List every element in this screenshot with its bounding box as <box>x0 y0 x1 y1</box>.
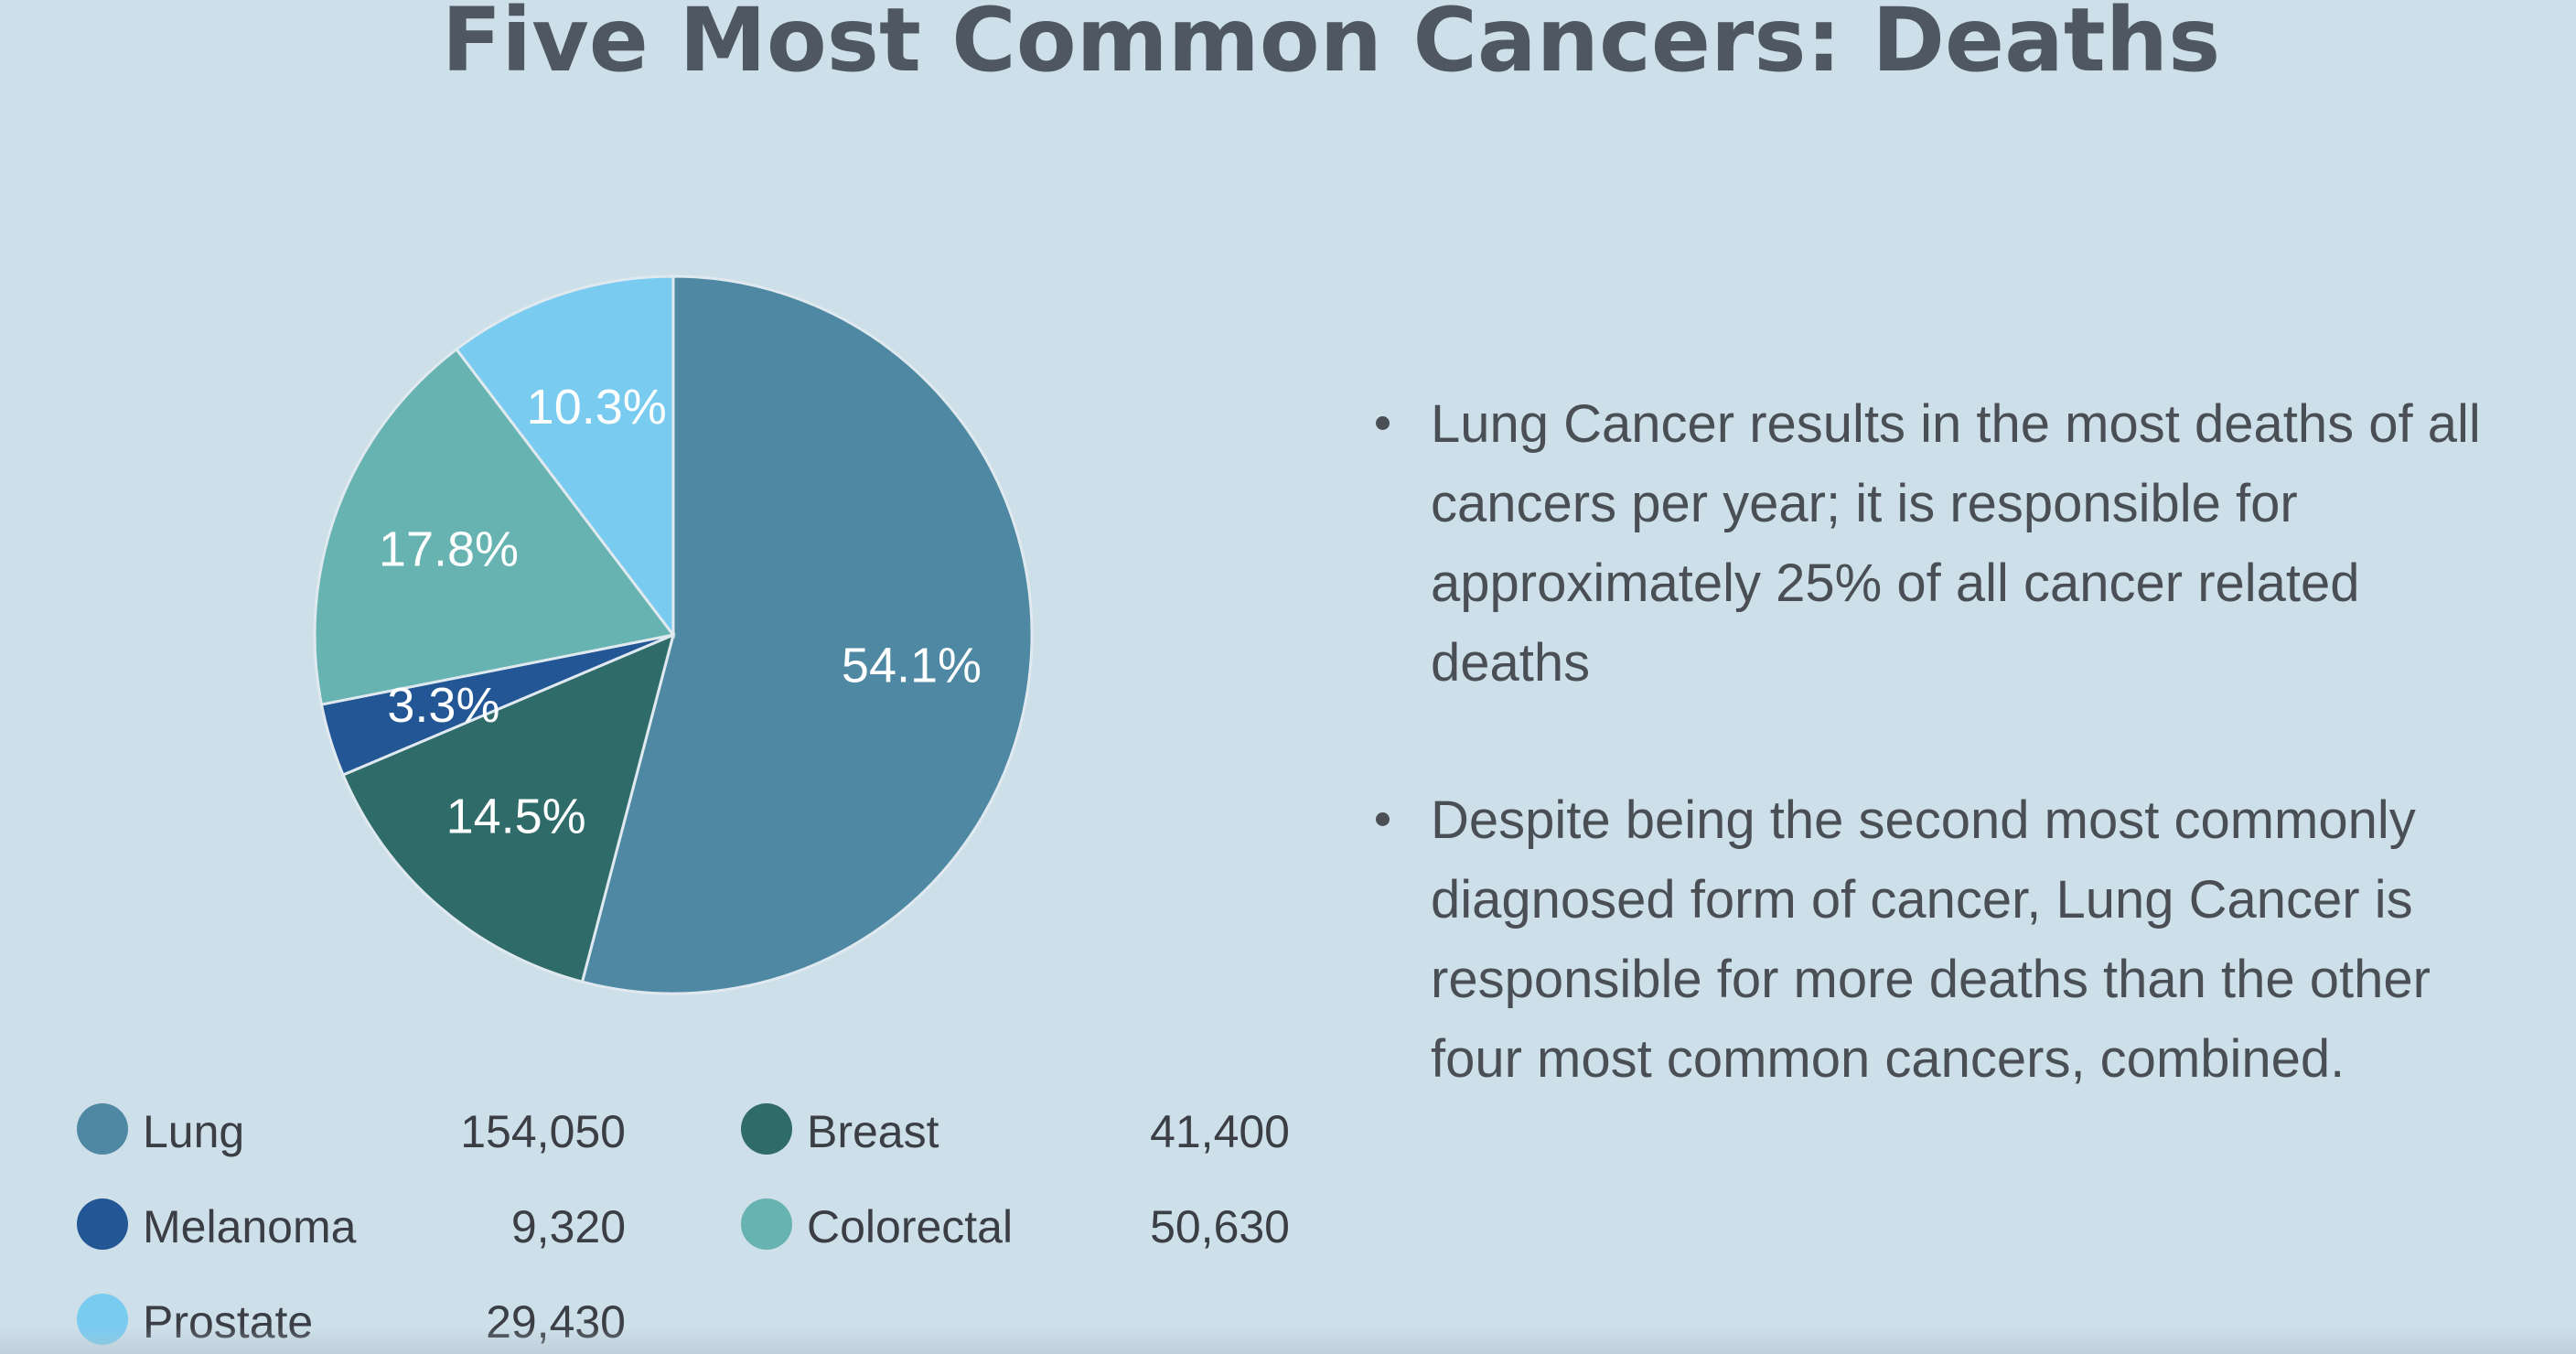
legend-swatch-melanoma <box>77 1198 128 1250</box>
legend-swatch-colorectal <box>741 1198 792 1250</box>
pie-label-colorectal: 17.8% <box>379 522 519 577</box>
pie-chart: 54.1% 14.5% 3.3% 17.8% 10.3% <box>313 274 1034 995</box>
bullet-icon <box>1376 812 1390 826</box>
legend-item-breast: Breast 41,400 <box>741 1098 1290 1162</box>
pie-label-melanoma: 3.3% <box>387 678 499 733</box>
bullet-icon <box>1376 416 1390 430</box>
slide-title: Five Most Common Cancers: Deaths <box>441 0 2221 91</box>
legend-item-colorectal: Colorectal 50,630 <box>741 1193 1290 1257</box>
notes-list: Lung Cancer results in the most deaths o… <box>1376 384 2501 1177</box>
note-text: Lung Cancer results in the most deaths o… <box>1431 394 2481 693</box>
legend-swatch-breast <box>741 1103 792 1155</box>
legend-item-melanoma: Melanoma 9,320 <box>77 1193 626 1257</box>
pie-slice-lung <box>580 274 1034 995</box>
legend-label-colorectal: Colorectal <box>807 1201 1014 1252</box>
pie-label-breast: 14.5% <box>446 790 586 844</box>
legend-item-lung: Lung 154,050 <box>77 1098 626 1162</box>
legend-value-colorectal: 50,630 <box>1150 1201 1290 1252</box>
legend-value-breast: 41,400 <box>1150 1106 1290 1157</box>
legend-label-melanoma: Melanoma <box>143 1201 357 1252</box>
note-item: Despite being the second most commonly d… <box>1376 780 2501 1099</box>
pie-slice-prostate <box>454 274 675 639</box>
legend-value-lung: 154,050 <box>460 1106 626 1157</box>
pie-slice-colorectal <box>313 347 676 706</box>
pie-label-lung: 54.1% <box>842 639 982 693</box>
pie-label-prostate: 10.3% <box>527 380 667 435</box>
legend-value-melanoma: 9,320 <box>510 1201 626 1252</box>
legend-label-breast: Breast <box>807 1106 939 1157</box>
legend-swatch-lung <box>77 1103 128 1155</box>
pie-slice-breast <box>341 632 676 983</box>
chart-legend: Lung 154,050 Breast 41,400 Melanoma 9,32… <box>77 1098 1293 1354</box>
note-item: Lung Cancer results in the most deaths o… <box>1376 384 2501 703</box>
note-text: Despite being the second most commonly d… <box>1431 790 2431 1089</box>
legend-label-lung: Lung <box>143 1106 245 1157</box>
bottom-shadow <box>0 1327 2576 1354</box>
